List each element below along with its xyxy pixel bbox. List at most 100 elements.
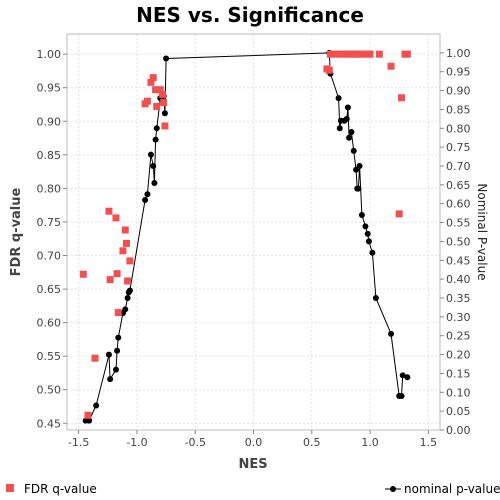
pvalue-point [362, 223, 369, 230]
fdr-point [366, 50, 374, 58]
fdr-point [114, 309, 122, 317]
y-right-tick-label: 0.10 [446, 386, 471, 399]
fdr-point [325, 66, 333, 74]
x-axis-ticks: -1.5 -1.0 -0.5 0.0 0.5 1.0 1.5 [68, 430, 437, 449]
fdr-point [79, 270, 87, 278]
pvalue-point [147, 151, 154, 158]
y-right-tick-label: 0.40 [446, 273, 471, 286]
y-left-tick-label: 1.00 [37, 48, 62, 61]
pvalue-point [86, 417, 93, 424]
y-right-tick-label: 0.95 [446, 66, 471, 79]
fdr-point [147, 78, 155, 86]
fdr-point [387, 62, 395, 70]
fdr-point [152, 86, 160, 94]
pvalue-point [105, 351, 112, 358]
fdr-point [395, 210, 403, 218]
fdr-point [112, 214, 120, 222]
fdr-point [122, 239, 130, 247]
fdr-point [143, 97, 151, 105]
pvalue-point [372, 295, 379, 301]
pvalue-point [142, 196, 149, 203]
fdr-point [161, 122, 169, 130]
fdr-point [119, 247, 127, 255]
x-axis-label: NES [238, 457, 267, 472]
pvalue-point [144, 191, 151, 198]
y-right-tick-label: 0.85 [446, 103, 471, 116]
y-right-tick-label: 0.35 [446, 292, 471, 305]
pvalue-point [369, 249, 376, 256]
pvalue-point [163, 55, 170, 62]
fdr-point [91, 354, 99, 362]
y-right-tick-label: 0.75 [446, 141, 471, 154]
y-right-tick-label: 0.45 [446, 254, 471, 267]
pvalue-point [353, 166, 360, 173]
pvalue-point [112, 366, 119, 373]
y-right-tick-label: 0.55 [446, 217, 471, 230]
x-tick-label: -1.5 [68, 436, 89, 449]
y-left-tick-label: 0.45 [37, 417, 62, 430]
y-right-tick-label: 0.80 [446, 122, 471, 135]
y-left-axis-label: FDR q-value [9, 187, 24, 276]
pvalue-point [124, 295, 131, 301]
fdr-point [398, 94, 406, 102]
y-left-tick-label: 0.65 [37, 283, 62, 296]
y-right-axis-label: Nominal P-value [475, 183, 489, 280]
x-tick-label: -1.0 [126, 436, 147, 449]
pvalue-point [153, 125, 160, 132]
pvalue-point [107, 376, 114, 383]
y-left-tick-label: 0.95 [37, 82, 62, 95]
fdr-point [326, 50, 334, 58]
y-left-tick-label: 0.60 [37, 317, 62, 330]
fdr-point [331, 50, 339, 58]
legend-pvalue-label: nominal p-value [404, 482, 500, 496]
pvalue-point [114, 347, 121, 354]
x-tick-label: 1.0 [361, 436, 379, 449]
legend-pvalue-marker [390, 486, 396, 492]
y-left-tick-label: 0.50 [37, 384, 62, 397]
legend-fdr-marker [6, 484, 14, 492]
y-left-tick-label: 0.75 [37, 216, 62, 229]
y-right-tick-label: 0.05 [446, 405, 471, 418]
fdr-point [336, 50, 344, 58]
pvalue-point [356, 163, 363, 169]
fdr-point [343, 50, 351, 58]
pvalue-point [335, 95, 342, 102]
y-right-tick-label: 0.90 [446, 85, 471, 98]
pvalue-point [346, 134, 353, 141]
pvalue-point [365, 238, 372, 245]
pvalue-point [161, 110, 168, 117]
fdr-point [121, 226, 129, 234]
pvalue-point [364, 230, 371, 237]
y-right-tick-label: 0.00 [446, 424, 471, 437]
x-tick-label: -0.5 [184, 436, 205, 449]
fdr-point [105, 207, 113, 215]
pvalue-point [344, 104, 351, 111]
pvalue-point [399, 372, 406, 379]
legend-fdr-label: FDR q-value [24, 482, 97, 496]
y-right-axis-ticks: 0.00 0.05 0.10 0.15 0.20 0.25 0.30 0.35 0.40 0.45… [440, 47, 471, 437]
y-right-tick-label: 0.30 [446, 311, 471, 324]
pvalue-point [348, 129, 355, 136]
pvalue-point [404, 374, 411, 381]
series-layer [79, 49, 411, 424]
fdr-point [113, 270, 121, 278]
x-tick-label: 1.5 [420, 436, 438, 449]
x-tick-label: 0.0 [245, 436, 263, 449]
y-right-tick-label: 0.25 [446, 330, 471, 343]
y-right-tick-label: 0.70 [446, 160, 471, 173]
pvalue-point [398, 393, 405, 400]
y-left-tick-label: 0.80 [37, 182, 62, 195]
fdr-point [84, 411, 92, 419]
y-left-tick-label: 0.90 [37, 115, 62, 128]
fdr-point [159, 90, 167, 98]
pvalue-point [358, 212, 365, 219]
y-left-axis-ticks: 0.45 0.50 0.55 0.60 0.65 0.70 0.75 0.80 0.85 0.90… [37, 48, 67, 430]
pvalue-point [355, 185, 362, 192]
y-right-tick-label: 0.65 [446, 179, 471, 192]
pvalue-point [350, 147, 357, 154]
y-right-tick-label: 0.50 [446, 235, 471, 248]
y-left-tick-label: 0.85 [37, 149, 62, 162]
y-left-tick-label: 0.70 [37, 249, 62, 262]
y-right-tick-label: 0.15 [446, 367, 471, 380]
